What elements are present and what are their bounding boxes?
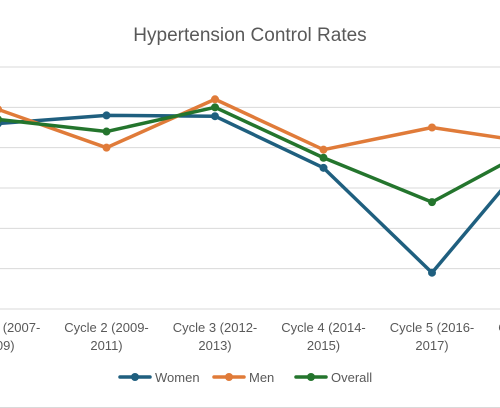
legend-marker-men (225, 373, 233, 381)
series-line-women (0, 113, 500, 275)
data-point-women (319, 163, 328, 172)
x-tick-label: Cycle 3 (2012-2013) (173, 320, 258, 353)
data-point-overall (319, 153, 328, 162)
x-tick-label: Cycle 4 (2014-2015) (281, 320, 366, 353)
data-point-men (319, 145, 328, 154)
x-tick-label: Cycle 1 (2007-2009) (0, 320, 40, 353)
data-point-overall (428, 198, 436, 207)
data-point-men (0, 105, 2, 113)
gridlines (0, 66, 500, 310)
x-axis-tick-labels: Cycle 1 (2007-2009) Cycle 2 (2009-2011) Cy… (0, 320, 500, 353)
legend-label-men: Men (249, 370, 274, 385)
data-point-women (428, 268, 436, 277)
legend-marker-women (131, 373, 139, 381)
series-line-overall (0, 105, 500, 204)
data-point-overall (0, 115, 2, 123)
data-point-overall (211, 103, 219, 112)
series-line-men (0, 97, 500, 152)
data-point-overall (102, 127, 111, 136)
legend-label-overall: Overall (331, 370, 372, 385)
legend-label-women: Women (155, 370, 200, 385)
x-tick-label: Cycle 2 (2009-2011) (64, 320, 149, 353)
data-point-men (428, 123, 436, 132)
data-point-men (211, 95, 219, 104)
data-point-women (211, 112, 219, 121)
series-lines (0, 95, 500, 277)
legend-marker-overall (307, 373, 315, 381)
x-tick-label: Cycle 5 (2016-2017) (390, 320, 475, 353)
data-point-men (102, 143, 111, 152)
chart-title: Hypertension Control Rates (133, 25, 366, 46)
data-point-women (102, 111, 111, 120)
x-tick-label: Cycle 6 (2018-2019) (498, 320, 500, 353)
legend: Women Men Overall (118, 370, 372, 385)
